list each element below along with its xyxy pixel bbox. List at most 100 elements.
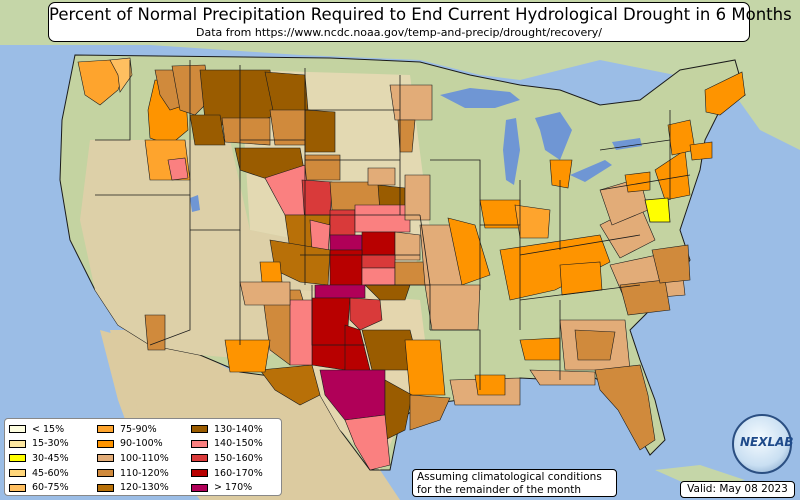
region-ga-east — [574, 329, 616, 361]
region-ks-north-a — [329, 209, 356, 236]
legend-swatch — [97, 469, 114, 478]
legend-swatch — [191, 454, 208, 463]
region-ks-west — [329, 234, 363, 251]
region-nm-small — [259, 261, 283, 283]
region-ks-south-c — [361, 267, 396, 286]
legend-item: < 15% — [9, 422, 69, 437]
region-az-east — [224, 339, 271, 373]
legend-label: > 170% — [214, 482, 253, 494]
region-ks-north-b — [354, 204, 411, 233]
legend-label: 140-150% — [214, 438, 263, 450]
region-wa-inland — [109, 57, 133, 93]
legend-item: 15-30% — [9, 437, 69, 452]
legend-item: 120-130% — [97, 480, 169, 495]
legend-swatch — [191, 439, 208, 448]
logo-text: NEXLAB — [740, 435, 794, 449]
legend-label: 75-90% — [120, 423, 157, 435]
legend-label: 90-100% — [120, 438, 163, 450]
legend-swatch — [191, 469, 208, 478]
legend-label: 150-160% — [214, 452, 263, 464]
lake-huron — [535, 112, 572, 160]
map-title: Percent of Normal Precipitation Required… — [49, 5, 792, 24]
region-tx-east — [404, 339, 446, 396]
legend: < 15% 15-30% 30-45% 45-60% 60-75% 75-90%… — [4, 418, 282, 496]
lake-erie — [570, 160, 612, 182]
region-nc-coast — [651, 244, 691, 284]
legend-label: < 15% — [32, 423, 65, 435]
great-salt-lake — [190, 195, 200, 212]
region-mn-east — [397, 119, 416, 153]
region-tx-panhandle — [311, 297, 351, 371]
legend-swatch — [97, 425, 114, 434]
region-fl — [594, 364, 656, 451]
legend-label: 15-30% — [32, 438, 69, 450]
legend-item: 140-150% — [191, 437, 263, 452]
region-mn-south — [389, 84, 433, 121]
region-mt-se — [221, 117, 271, 146]
legend-item: 30-45% — [9, 451, 69, 466]
region-tx-west — [259, 364, 321, 406]
legend-label: 120-130% — [120, 482, 169, 494]
region-il-central — [514, 204, 551, 239]
legend-swatch — [9, 454, 26, 463]
legend-label: 45-60% — [32, 467, 69, 479]
legend-item: 45-60% — [9, 466, 69, 481]
region-ok-central — [349, 297, 383, 331]
legend-label: 60-75% — [32, 482, 69, 494]
region-nv-north — [167, 157, 189, 181]
region-sd-east — [367, 167, 396, 186]
region-la-orange — [474, 374, 506, 396]
legend-item: 75-90% — [97, 422, 169, 437]
region-nm-south — [289, 299, 313, 366]
valid-date-label: Valid: May 08 2023 — [680, 481, 795, 498]
legend-item: 130-140% — [191, 422, 263, 437]
region-az-south — [144, 314, 166, 351]
region-mo-east — [447, 217, 491, 286]
region-tx-south — [344, 414, 391, 471]
legend-label: 110-120% — [120, 467, 169, 479]
legend-swatch — [97, 439, 114, 448]
assumption-note-line-2: for the remainder of the month — [417, 483, 582, 496]
legend-item: 90-100% — [97, 437, 169, 452]
region-fl-panhandle — [529, 369, 596, 386]
legend-swatch — [9, 469, 26, 478]
region-nj — [654, 149, 691, 201]
legend-column-3: 130-140% 140-150% 150-160% 160-170% > 17… — [191, 422, 263, 495]
region-pa-east — [624, 171, 651, 193]
region-nm-central — [239, 281, 291, 306]
legend-swatch — [97, 454, 114, 463]
legend-swatch — [191, 425, 208, 434]
lake-michigan — [503, 118, 520, 185]
legend-label: 160-170% — [214, 467, 263, 479]
assumption-note-line-1: Assuming climatological conditions — [417, 471, 602, 483]
region-ks-east — [394, 231, 421, 261]
nexlab-logo: NEXLAB — [732, 414, 794, 474]
region-mi-west — [549, 159, 573, 189]
lake-superior — [440, 88, 520, 108]
region-md-de — [644, 197, 671, 223]
region-sd-west — [304, 109, 336, 153]
region-ks-south-b — [361, 254, 396, 269]
legend-swatch — [9, 439, 26, 448]
region-al-coast — [519, 337, 561, 361]
region-ia-west — [404, 174, 431, 221]
region-ma — [689, 141, 713, 161]
legend-label: 30-45% — [32, 452, 69, 464]
legend-item: 160-170% — [191, 466, 263, 481]
region-new-england — [704, 71, 746, 116]
legend-column-2: 75-90% 90-100% 100-110% 110-120% 120-130… — [97, 422, 169, 495]
state-borders — [95, 60, 691, 390]
legend-item: 110-120% — [97, 466, 169, 481]
legend-item: 60-75% — [9, 480, 69, 495]
legend-item: 100-110% — [97, 451, 169, 466]
legend-label: 130-140% — [214, 423, 263, 435]
region-sd-sw — [304, 154, 341, 181]
assumption-note: Assuming climatological conditions for t… — [412, 469, 617, 497]
title-box: Percent of Normal Precipitation Required… — [48, 2, 792, 42]
region-sc — [619, 279, 671, 316]
legend-item: 150-160% — [191, 451, 263, 466]
legend-swatch — [191, 483, 208, 492]
region-tx-coast — [409, 394, 451, 431]
legend-item: > 170% — [191, 480, 263, 495]
